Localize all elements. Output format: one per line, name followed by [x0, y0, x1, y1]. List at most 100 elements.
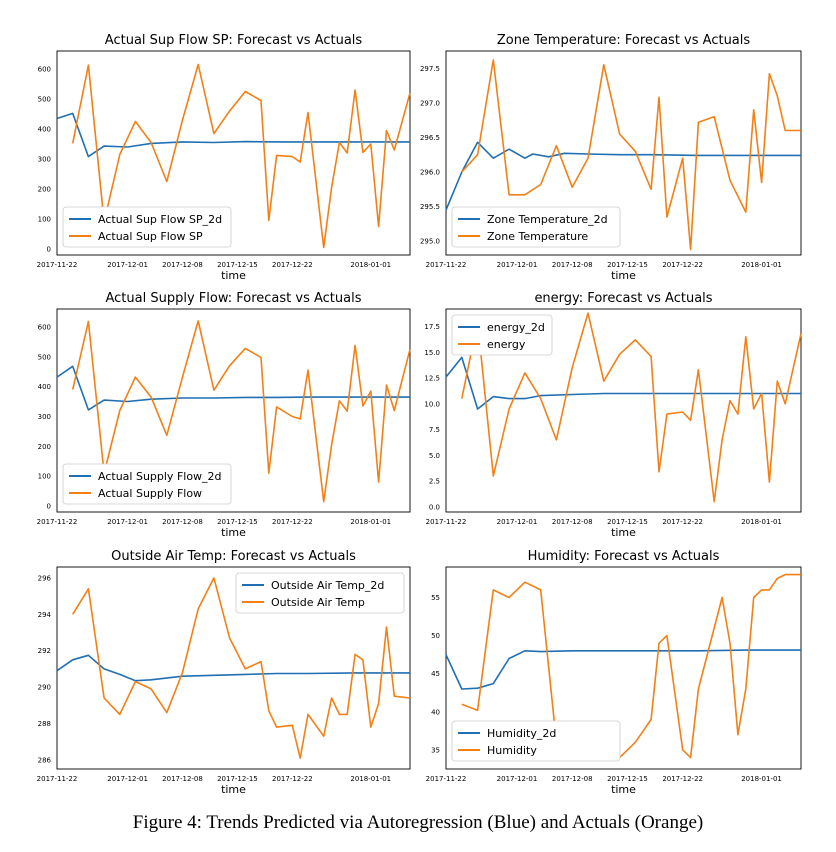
y-tick-label: 288 — [38, 720, 51, 728]
series-line — [56, 654, 410, 682]
x-axis-label: time — [611, 526, 636, 539]
legend-label: Zone Temperature — [487, 230, 588, 243]
x-tick-label: 2017-11-22 — [37, 518, 78, 526]
series-line — [72, 577, 411, 759]
legend-label: energy — [487, 338, 526, 351]
series-line — [56, 365, 410, 411]
x-tick-label: 2017-12-08 — [552, 775, 593, 783]
y-tick-label: 100 — [38, 216, 51, 224]
x-tick-label: 2017-12-15 — [607, 518, 648, 526]
x-tick-label: 2017-12-15 — [217, 775, 258, 783]
x-tick-label: 2017-11-22 — [426, 261, 467, 269]
legend-box — [62, 463, 232, 505]
y-tick-label: 290 — [38, 684, 51, 692]
y-tick-label: 500 — [38, 96, 51, 104]
x-tick-label: 2017-12-01 — [497, 261, 538, 269]
y-tick-label: 300 — [38, 156, 51, 164]
x-tick-label: 2017-12-08 — [162, 518, 203, 526]
x-tick-label: 2017-12-01 — [107, 261, 148, 269]
y-tick-label: 35 — [431, 746, 440, 754]
x-axis-label: time — [611, 269, 636, 282]
y-tick-label: 400 — [38, 126, 51, 134]
y-tick-label: 200 — [38, 186, 51, 194]
y-tick-label: 12.5 — [424, 375, 440, 383]
legend-label: energy_2d — [487, 321, 545, 334]
x-tick-label: 2017-11-22 — [37, 775, 78, 783]
y-tick-label: 600 — [38, 66, 51, 74]
y-tick-label: 50 — [431, 632, 440, 640]
series-line — [445, 356, 801, 410]
y-tick-label: 100 — [38, 473, 51, 481]
legend-box — [235, 572, 405, 614]
series-line — [461, 312, 802, 503]
x-tick-label: 2017-12-15 — [607, 261, 648, 269]
legend-box — [451, 720, 621, 762]
y-tick-label: 292 — [38, 647, 51, 655]
chart-panel: energy: Forecast vs Actuals 2017-11-22 201… — [424, 291, 802, 539]
chart-title: Zone Temperature: Forecast vs Actuals — [497, 33, 751, 48]
legend-label: Zone Temperature_2d — [487, 213, 608, 226]
x-tick-label: 2017-12-01 — [107, 518, 148, 526]
legend-label: Outside Air Temp_2d — [271, 579, 384, 592]
legend-label: Humidity_2d — [487, 727, 556, 740]
x-tick-label: 2018-01-01 — [350, 775, 391, 783]
y-tick-label: 17.5 — [424, 323, 440, 331]
x-tick-label: 2017-12-22 — [272, 775, 313, 783]
x-tick-label: 2017-12-22 — [662, 518, 703, 526]
chart-panel: Humidity: Forecast vs Actuals 2017-11-22 2… — [426, 549, 802, 796]
x-tick-label: 2017-12-22 — [662, 261, 703, 269]
series-line — [461, 573, 801, 759]
chart-title: energy: Forecast vs Actuals — [534, 291, 712, 306]
legend-label: Outside Air Temp — [271, 596, 365, 609]
x-tick-label: 2017-12-22 — [662, 775, 703, 783]
x-tick-label: 2017-12-08 — [162, 775, 203, 783]
series-line — [71, 63, 411, 249]
x-tick-label: 2017-12-01 — [107, 775, 148, 783]
x-tick-label: 2018-01-01 — [350, 261, 391, 269]
series-line — [71, 320, 411, 503]
y-tick-label: 295.5 — [420, 203, 440, 211]
x-tick-label: 2018-01-01 — [741, 518, 782, 526]
x-axis-label: time — [221, 269, 246, 282]
chart-title: Actual Sup Flow SP: Forecast vs Actuals — [105, 33, 363, 48]
y-tick-label: 296 — [38, 574, 52, 582]
y-tick-label: 2.5 — [429, 478, 440, 486]
chart-title: Humidity: Forecast vs Actuals — [528, 549, 720, 564]
legend-label: Humidity — [487, 744, 537, 757]
series-line — [461, 59, 801, 251]
x-tick-label: 2017-12-08 — [552, 518, 593, 526]
y-tick-label: 40 — [431, 708, 440, 716]
y-tick-label: 0.0 — [429, 503, 440, 511]
y-tick-label: 200 — [38, 443, 51, 451]
chart-title: Actual Supply Flow: Forecast vs Actuals — [105, 291, 361, 306]
legend-label: Actual Sup Flow SP_2d — [98, 213, 222, 226]
chart-title: Outside Air Temp: Forecast vs Actuals — [111, 549, 356, 564]
x-tick-label: 2017-12-01 — [497, 518, 538, 526]
y-tick-label: 0 — [47, 503, 51, 511]
y-tick-label: 10.0 — [424, 400, 440, 408]
y-tick-label: 55 — [431, 594, 440, 602]
chart-panel: Outside Air Temp: Forecast vs Actuals 201… — [37, 549, 411, 796]
y-tick-label: 500 — [38, 353, 51, 361]
legend-label: Actual Supply Flow — [98, 487, 202, 500]
legend-box — [62, 206, 232, 248]
y-tick-label: 400 — [38, 383, 51, 391]
series-line — [56, 112, 410, 158]
x-tick-label: 2017-11-22 — [426, 775, 467, 783]
x-tick-label: 2017-12-22 — [272, 518, 313, 526]
y-tick-label: 295.0 — [420, 238, 440, 246]
y-tick-label: 300 — [38, 413, 51, 421]
x-tick-label: 2017-12-08 — [162, 261, 203, 269]
figure-caption: Figure 4: Trends Predicted via Autoregre… — [132, 812, 704, 833]
x-tick-label: 2017-11-22 — [426, 518, 467, 526]
legend-box — [451, 206, 621, 248]
x-tick-label: 2018-01-01 — [741, 775, 782, 783]
x-tick-label: 2017-12-22 — [272, 261, 313, 269]
y-tick-label: 294 — [38, 611, 52, 619]
y-tick-label: 297.5 — [420, 65, 440, 73]
x-tick-label: 2018-01-01 — [741, 261, 782, 269]
x-axis-label: time — [221, 783, 246, 796]
x-axis-label: time — [221, 526, 246, 539]
chart-panel: Actual Supply Flow: Forecast vs Actuals 2… — [37, 291, 411, 539]
